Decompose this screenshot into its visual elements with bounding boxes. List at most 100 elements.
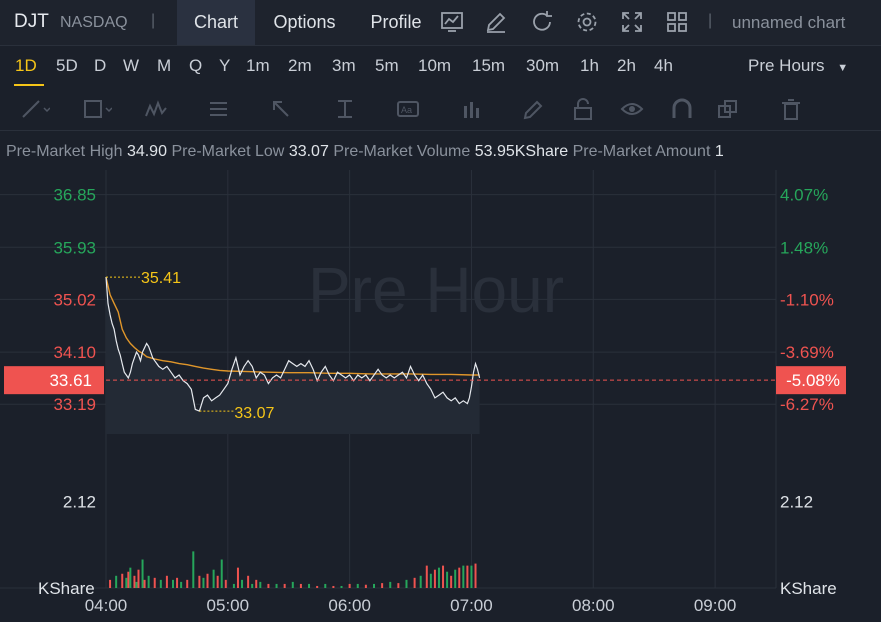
volume-bar — [433, 569, 436, 588]
volume-bar — [241, 579, 244, 588]
timeframe-bar: 1D 5D D W M Q Y 1m 2m 3m 5m 10m 15m 30m … — [0, 46, 881, 88]
volume-bar — [462, 565, 465, 588]
chart-name[interactable]: unnamed chart — [732, 13, 846, 32]
tf-5m[interactable]: 5m — [375, 56, 399, 75]
volume-bar — [224, 579, 227, 588]
current-price-line: 33.61 -5.08% — [4, 366, 846, 395]
chevron-down-icon: ▼ — [837, 62, 849, 74]
volume-bar — [291, 581, 294, 588]
y-tick-left: 35.93 — [53, 238, 96, 257]
tf-q[interactable]: Q — [189, 56, 203, 75]
volume-bar — [425, 565, 428, 588]
pre-high-label: Pre-Market High — [6, 143, 123, 160]
x-tick: 04:00 — [85, 596, 128, 615]
tf-5d[interactable]: 5D — [56, 56, 78, 75]
y-tick-right: -3.69% — [780, 343, 834, 362]
volume-bar — [316, 585, 319, 588]
pre-low-value: 33.07 — [288, 143, 329, 160]
volume-bar — [332, 585, 335, 588]
pattern-icon[interactable] — [144, 98, 174, 120]
magnet-icon[interactable] — [670, 98, 700, 120]
tf-y[interactable]: Y — [219, 56, 231, 75]
measure-icon[interactable] — [334, 98, 364, 120]
symbol-name[interactable]: DJT — [14, 11, 49, 32]
volume-bar — [275, 583, 278, 588]
volume-bar — [381, 583, 384, 588]
tab-options[interactable]: Options — [273, 12, 336, 32]
volume-bar — [356, 583, 359, 588]
x-tick: 05:00 — [207, 596, 250, 615]
volume-bar — [247, 575, 250, 588]
lock-icon[interactable] — [572, 98, 602, 120]
volume-bar — [125, 577, 128, 588]
text-icon[interactable]: Aa — [396, 98, 426, 120]
arrow-icon[interactable] — [270, 98, 300, 120]
volume-bar — [389, 581, 392, 588]
pre-high-value: 34.90 — [126, 143, 167, 160]
watermark: Pre Hour — [308, 254, 564, 326]
divider: | — [708, 12, 713, 29]
clone-icon[interactable] — [716, 98, 746, 120]
tf-1d[interactable]: 1D — [15, 56, 37, 75]
trend-line-icon[interactable] — [20, 98, 50, 120]
volume-tick-left: 2.12 — [63, 493, 96, 512]
price-chart[interactable]: Pre Hour 35.41 33.07 33.61 -5.08% 36.85 35.… — [0, 170, 881, 622]
rectangle-icon[interactable] — [82, 98, 112, 120]
volume-bar — [419, 575, 422, 588]
session-select[interactable]: Pre Hours ▼ — [748, 56, 848, 76]
volume-bar — [442, 565, 445, 588]
tf-10m[interactable]: 10m — [418, 56, 452, 75]
volume-bar — [176, 577, 179, 588]
exchange-name: NASDAQ — [60, 14, 128, 31]
volume-bar — [348, 583, 351, 588]
tf-4h[interactable]: 4h — [654, 56, 673, 75]
refresh-icon[interactable] — [530, 10, 554, 34]
tf-2h[interactable]: 2h — [617, 56, 636, 75]
volume-bar — [133, 575, 136, 588]
volume-bar — [127, 571, 130, 588]
y-tick-right: -6.27% — [780, 395, 834, 414]
tf-d[interactable]: D — [94, 56, 107, 75]
indicators-icon[interactable] — [440, 10, 464, 34]
trash-icon[interactable] — [780, 98, 810, 120]
low-marker-label: 33.07 — [234, 405, 274, 422]
volume-bar — [216, 575, 219, 588]
visibility-icon[interactable] — [620, 98, 650, 120]
layout-grid-icon[interactable] — [665, 10, 689, 34]
volume-bar — [429, 573, 432, 588]
indicator-tool-icon[interactable] — [460, 98, 490, 120]
fib-icon[interactable] — [207, 98, 237, 120]
volume-bar — [236, 567, 239, 588]
pre-amount-value: 1 — [714, 143, 724, 160]
tf-w[interactable]: W — [123, 56, 140, 75]
tf-3m[interactable]: 3m — [332, 56, 356, 75]
settings-icon[interactable] — [575, 10, 599, 34]
pre-low-label: Pre-Market Low — [171, 143, 285, 160]
tf-2m[interactable]: 2m — [288, 56, 312, 75]
volume-bar — [251, 583, 254, 588]
tf-1m[interactable]: 1m — [246, 56, 270, 75]
tf-m[interactable]: M — [157, 56, 172, 75]
volume-bar — [212, 569, 215, 588]
y-tick-left: 36.85 — [53, 186, 96, 205]
draw-edit-icon[interactable] — [484, 10, 508, 34]
pencil-icon[interactable] — [522, 98, 552, 120]
tab-chart[interactable]: Chart — [177, 0, 255, 45]
volume-bar — [466, 565, 469, 588]
tf-30m[interactable]: 30m — [526, 56, 560, 75]
volume-bar — [232, 583, 235, 588]
x-tick: 08:00 — [572, 596, 615, 615]
volume-tick-right: 2.12 — [780, 493, 813, 512]
volume-bar — [143, 579, 146, 588]
volume-bar — [180, 581, 183, 588]
tab-profile[interactable]: Profile — [370, 12, 422, 32]
tf-15m[interactable]: 15m — [472, 56, 506, 75]
volume-bar — [340, 585, 343, 588]
price-area — [106, 277, 480, 434]
high-marker-label: 35.41 — [141, 270, 181, 287]
volume-bar — [192, 551, 195, 588]
fullscreen-icon[interactable] — [620, 10, 644, 34]
pre-amount-label: Pre-Market Amount — [572, 143, 711, 160]
tf-1h[interactable]: 1h — [580, 56, 599, 75]
current-change-badge — [776, 366, 846, 395]
